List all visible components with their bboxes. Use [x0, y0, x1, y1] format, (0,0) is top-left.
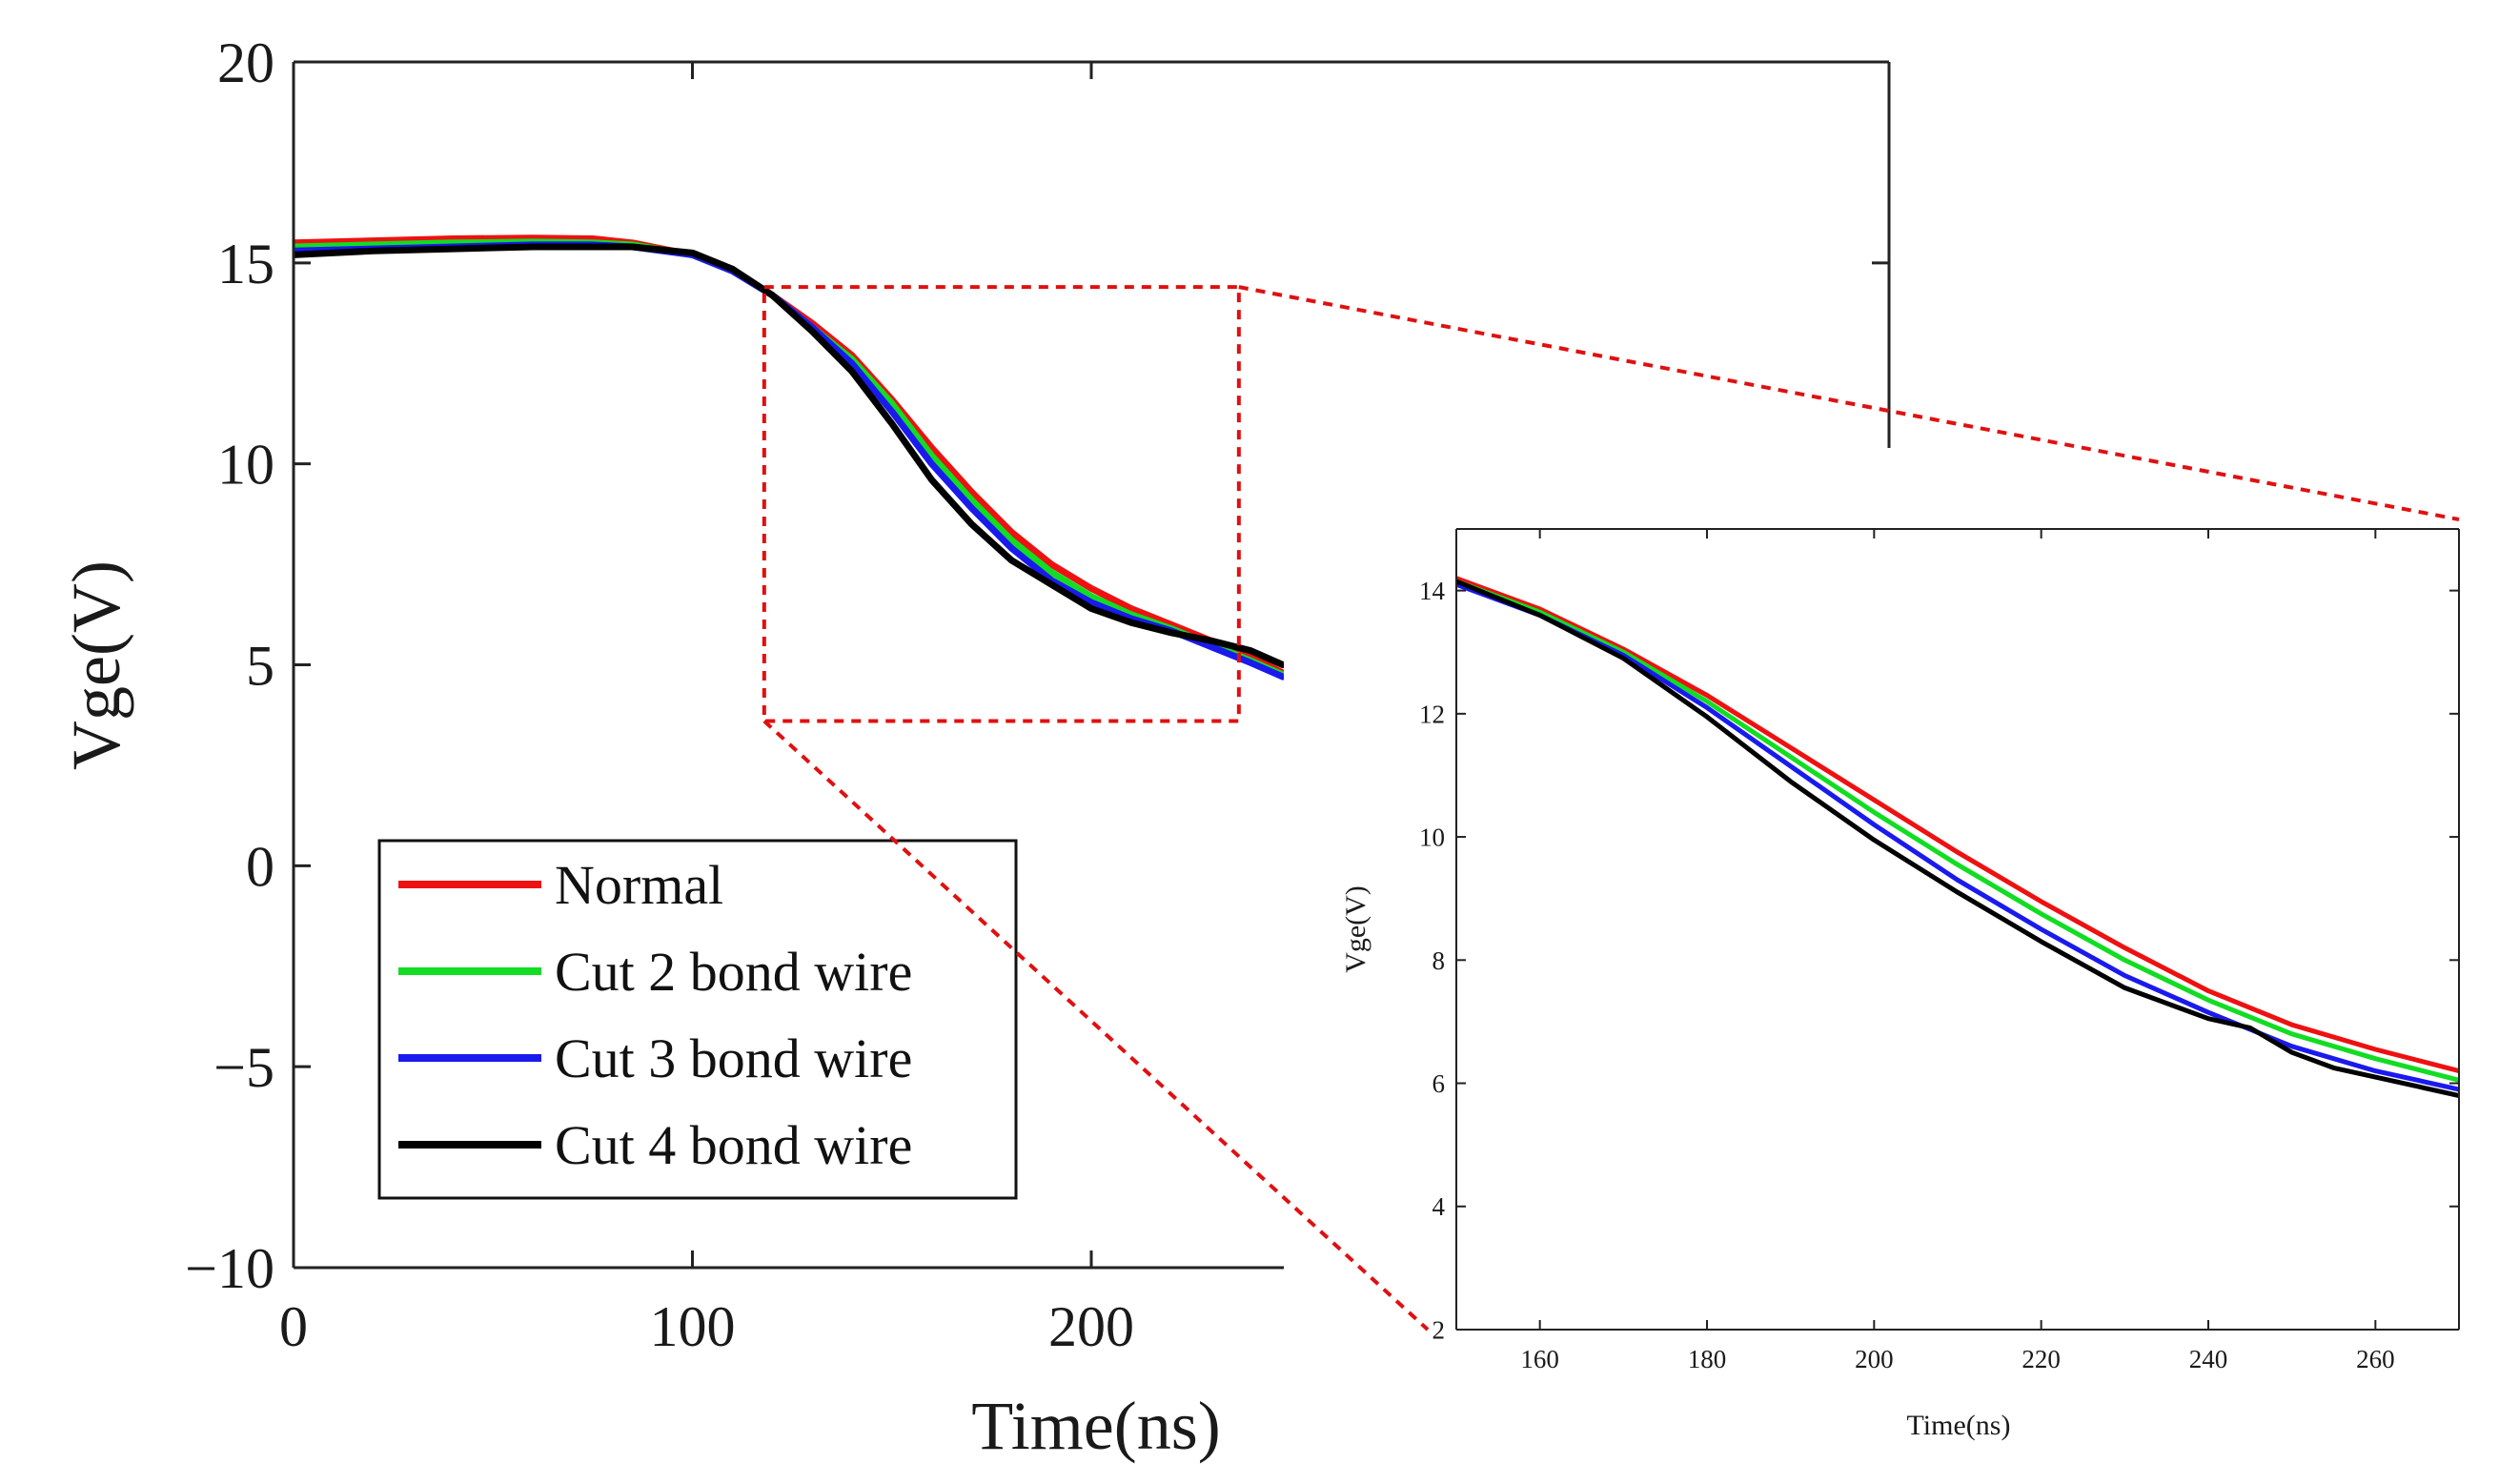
- legend-label-cut-3-bond-wire: Cut 3 bond wire: [555, 1027, 912, 1089]
- inset-y-tick-label: 4: [1432, 1192, 1446, 1221]
- main-x-axis-label: Time(ns): [971, 1388, 1220, 1464]
- inset-x-tick-label: 220: [2022, 1345, 2061, 1373]
- inset-y-tick-label: 10: [1419, 823, 1445, 852]
- main-x-tick-label: 100: [650, 1295, 736, 1358]
- main-y-tick-label: 5: [246, 635, 274, 698]
- zoom-box: [762, 285, 1241, 723]
- main-series-group: [294, 234, 1284, 681]
- inset-y-tick-label: 2: [1432, 1315, 1446, 1344]
- main-y-tick-label: 10: [217, 434, 274, 497]
- inset-series-group: [1456, 576, 2459, 1098]
- inset-x-tick-label: 180: [1688, 1345, 1727, 1373]
- zoom-connector: [762, 285, 2460, 1332]
- inset-axes: [1455, 528, 2460, 1331]
- main-y-tick-label: −5: [213, 1036, 274, 1099]
- inset-x-tick-label: 200: [1855, 1345, 1894, 1373]
- main-series-normal: [294, 234, 1284, 677]
- inset-x-tick-label: 160: [1520, 1345, 1559, 1373]
- main-x-tick-label: 0: [279, 1295, 308, 1358]
- main-y-tick-label: −10: [185, 1237, 274, 1300]
- zoom-connector-bottom: [762, 720, 1430, 1332]
- inset-plot-background: [1456, 529, 2459, 1330]
- inset-chart: 2 4 6 8 10 12 14 160 180 200 220 240 260 Time(ns) Vge(…: [1340, 505, 2492, 1458]
- main-y-tick-label: 15: [217, 233, 274, 295]
- inset-series-cut-3-bond-wire: [1456, 581, 2459, 1092]
- inset-series-normal: [1456, 576, 2459, 1074]
- inset-series-cut-2-bond-wire: [1456, 579, 2459, 1083]
- inset-y-axis-label: Vge(V): [1340, 885, 1371, 973]
- main-x-tick-label: 200: [1048, 1295, 1134, 1358]
- main-y-tick-label: 0: [246, 835, 274, 898]
- zoom-connector-top: [1238, 285, 2460, 521]
- inset-y-tick-label: 14: [1419, 577, 1446, 605]
- inset-y-tick-label: 12: [1419, 700, 1445, 728]
- inset-x-axis-label: Time(ns): [1907, 1410, 2011, 1441]
- legend-label-cut-4-bond-wire: Cut 4 bond wire: [555, 1114, 912, 1176]
- inset-x-tick-label: 240: [2189, 1345, 2228, 1373]
- main-y-axis-label: Vge(V): [58, 560, 134, 770]
- legend-box: [377, 839, 1018, 1200]
- inset-series-cut-4-bond-wire: [1456, 579, 2459, 1098]
- inset-y-tick-label: 6: [1432, 1069, 1446, 1098]
- main-y-tick-label: 20: [217, 31, 274, 94]
- legend-label-cut-2-bond-wire: Cut 2 bond wire: [555, 941, 912, 1003]
- main-legend: Normal Cut 2 bond wire Cut 3 bond wire Cut …: [377, 839, 1018, 1200]
- inset-x-tick-label: 260: [2356, 1345, 2395, 1373]
- legend-label-normal: Normal: [555, 854, 723, 916]
- main-series-cut-4-bond-wire: [294, 243, 1284, 668]
- inset-y-tick-label: 8: [1432, 946, 1446, 975]
